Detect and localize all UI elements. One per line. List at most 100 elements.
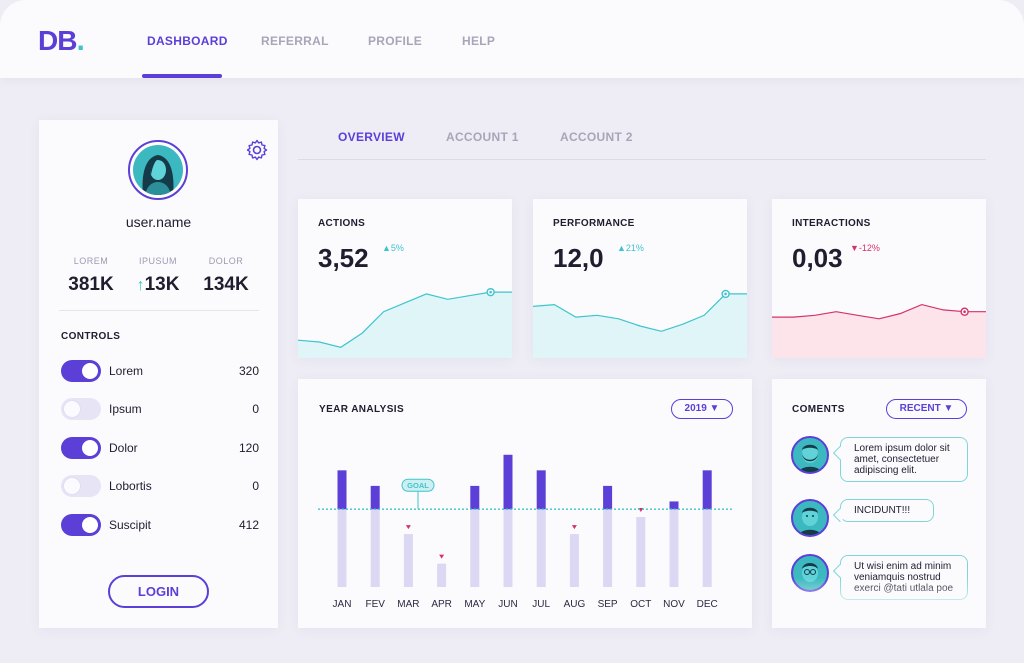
bar-fev-above-goal (370, 485, 380, 510)
controls-title: CONTROLS (61, 331, 121, 342)
tab-account-1[interactable]: ACCOUNT 1 (446, 130, 519, 144)
control-value: 0 (252, 402, 259, 416)
control-label: Lobortis (109, 479, 152, 493)
bar-may-above-goal (470, 485, 480, 510)
stat-label-lorem: LOREM (73, 256, 109, 266)
bearded-man-icon (799, 444, 821, 472)
below-goal-marker (405, 525, 411, 530)
x-tick-dec: DEC (697, 599, 718, 610)
goal-tag (401, 478, 435, 492)
woman-avatar-icon (142, 155, 174, 195)
year-analysis-title: YEAR ANALYSIS (319, 404, 405, 415)
nav-profile[interactable]: PROFILE (368, 34, 423, 48)
sparkline-area (772, 304, 986, 358)
nav-help[interactable]: HELP (462, 34, 496, 48)
bar-aug-base (569, 534, 579, 587)
profile-card: user.name LOREM 381K IPUSUM ↑13K DOLOR 1… (39, 120, 278, 628)
metric-title: PERFORMANCE (553, 218, 635, 229)
sparkline-endpoint-dot (489, 290, 492, 294)
nav-dashboard[interactable]: DASHBOARD (147, 34, 228, 48)
up-arrow-icon: ↑ (136, 277, 145, 294)
divider (59, 310, 259, 311)
metric-title: ACTIONS (318, 218, 366, 229)
commenter-avatar[interactable] (791, 436, 829, 474)
control-row-ipsum: Ipsum 0 (61, 398, 259, 422)
control-value: 120 (238, 441, 259, 455)
control-value: 320 (238, 364, 259, 378)
control-label: Dolor (109, 441, 138, 455)
metric-delta: ▲21% (617, 243, 644, 253)
bar-jul-base (536, 509, 546, 587)
comment-bubble: INCIDUNT!!! (832, 499, 934, 523)
comment-text: Lorem ipsum dolor sit amet, consectetuer… (854, 443, 950, 476)
x-tick-oct: OCT (630, 599, 651, 610)
bar-apr-base (437, 563, 447, 587)
commenter-avatar[interactable] (791, 499, 829, 537)
man-with-glasses-icon (802, 563, 818, 582)
metric-card-actions[interactable]: ACTIONS 3,52 ▲5% (298, 199, 512, 358)
metric-card-interactions[interactable]: INTERACTIONS 0,03 ▼-12% (772, 199, 986, 358)
x-tick-jan: JAN (333, 599, 352, 610)
x-tick-fev: FEV (365, 599, 385, 610)
sparkline-interactions (772, 303, 986, 358)
year-select[interactable]: 2019 ▼ (671, 399, 733, 419)
bar-sep-base (603, 509, 613, 587)
toggle-ipsum[interactable] (61, 398, 101, 420)
metric-delta: ▲5% (382, 243, 404, 253)
x-tick-sep: SEP (598, 599, 618, 610)
control-label: Ipsum (109, 402, 142, 416)
tab-overview[interactable]: OVERVIEW (338, 130, 405, 144)
control-label: Suscipit (109, 518, 152, 532)
metric-title: INTERACTIONS (792, 218, 871, 229)
bar-sep-above-goal (603, 485, 613, 510)
control-row-lorem: Lorem 320 (61, 360, 259, 384)
x-tick-may: MAY (464, 599, 485, 610)
recent-filter[interactable]: RECENT ▼ (886, 399, 967, 419)
top-nav-bar: DB. DASHBOARD REFERRAL PROFILE HELP (0, 0, 1024, 78)
stat-value-ipusum-number: 13K (144, 274, 180, 295)
comments-card: COMENTS RECENT ▼ Lorem ipsum dolor sit a… (772, 379, 986, 628)
control-row-suscipit: Suscipit 412 (61, 514, 259, 538)
x-tick-nov: NOV (663, 599, 685, 610)
x-tick-jul: JUL (532, 599, 550, 610)
goal-label: GOAL (407, 481, 429, 490)
toggle-suscipit[interactable] (61, 514, 101, 536)
stat-value-lorem: 381K (68, 274, 114, 295)
stat-label-ipusum: IPUSUM (138, 256, 177, 266)
metric-card-performance[interactable]: PERFORMANCE 12,0 ▲21% (533, 199, 747, 358)
user-avatar[interactable] (128, 140, 188, 200)
gear-icon[interactable] (245, 138, 269, 162)
sparkline-line (533, 293, 747, 332)
login-button[interactable]: LOGIN (108, 575, 209, 608)
active-nav-indicator (142, 74, 222, 78)
bar-nov-base (669, 509, 679, 587)
x-tick-aug: AUG (564, 599, 586, 610)
x-tick-apr: APR (431, 599, 452, 610)
logo[interactable]: DB. (38, 24, 85, 58)
comments-fade (772, 578, 986, 628)
sparkline-actions (298, 287, 512, 358)
stat-value-ipusum: ↑13K (123, 274, 193, 296)
year-bar-chart: JAN FEV MAR APR MAY JUN JUL AUG SEP OCT NOV DEC GOAL (318, 454, 732, 610)
control-value: 0 (252, 479, 259, 493)
logo-text: DB (38, 25, 77, 56)
comment-bubble: Lorem ipsum dolor sit amet, consectetuer… (832, 437, 968, 482)
comments-title: COMENTS (792, 404, 845, 415)
comment-text: INCIDUNT!!! (854, 505, 911, 516)
toggle-dolor[interactable] (61, 437, 101, 459)
sparkline-area (298, 292, 512, 358)
stat-label-dolor: DOLOR (208, 256, 244, 266)
toggle-lorem[interactable] (61, 360, 101, 382)
bar-dec-base (702, 509, 712, 587)
tab-account-2[interactable]: ACCOUNT 2 (560, 130, 633, 144)
toggle-lobortis[interactable] (61, 475, 101, 497)
logo-dot: . (76, 24, 84, 57)
sparkline-line (298, 291, 512, 348)
metric-value: 0,03 (792, 243, 843, 273)
below-goal-marker (439, 554, 445, 559)
bar-nov-above-goal (669, 501, 679, 510)
nav-referral[interactable]: REFERRAL (261, 34, 329, 48)
control-value: 412 (238, 518, 259, 532)
bar-dec-above-goal (702, 470, 712, 510)
